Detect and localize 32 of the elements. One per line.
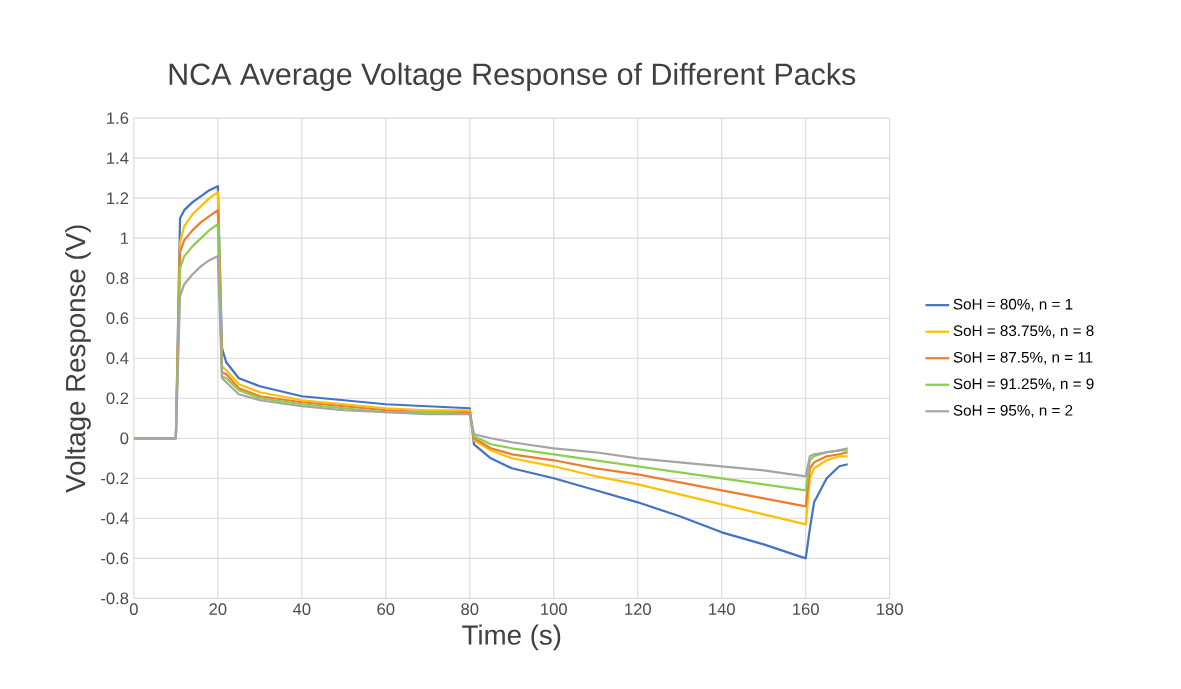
y-tick-label: 0.6 bbox=[106, 312, 129, 325]
x-tick-label: 140 bbox=[709, 603, 735, 616]
line-series bbox=[133, 255, 849, 478]
x-tick-label: 100 bbox=[541, 603, 567, 616]
y-tick-label: 1.6 bbox=[107, 112, 129, 125]
y-tick-label: 1.2 bbox=[107, 192, 129, 204]
y-axis-title: Voltage Response (V) bbox=[65, 225, 91, 493]
x-tick-label: 60 bbox=[377, 603, 395, 616]
x-axis-title: Time (s) bbox=[462, 624, 561, 651]
x-tick-label: 40 bbox=[292, 603, 311, 616]
y-tick-label: -0.6 bbox=[101, 552, 129, 565]
y-tick-label: 0.8 bbox=[106, 272, 129, 285]
x-tick-label: 120 bbox=[625, 603, 651, 616]
y-tick-label: 1 bbox=[120, 232, 129, 244]
chart-title: NCA Average Voltage Response of Different Packs bbox=[169, 62, 856, 92]
x-tick-label: 80 bbox=[461, 603, 479, 616]
y-tick-label: 0 bbox=[120, 432, 129, 445]
legend-label: SoH = 87.5%, n = 11 bbox=[953, 351, 1093, 365]
y-tick-label: -0.4 bbox=[101, 512, 129, 525]
legend-label: SoH = 95%, n = 2 bbox=[953, 405, 1073, 418]
x-tick-label: 0 bbox=[129, 603, 138, 616]
y-tick-label: 0.4 bbox=[106, 352, 129, 365]
y-tick-label: -0.8 bbox=[101, 592, 129, 605]
x-tick-label: 20 bbox=[209, 603, 227, 616]
y-tick-label: 0.2 bbox=[106, 392, 129, 405]
y-tick-label: 1.4 bbox=[107, 152, 129, 164]
y-tick-label: -0.2 bbox=[101, 472, 129, 485]
x-tick-label: 160 bbox=[793, 603, 819, 616]
legend-label: SoH = 91.25%, n = 9 bbox=[953, 378, 1094, 392]
legend-label: SoH = 80%, n = 1 bbox=[953, 298, 1073, 312]
legend-label: SoH = 83.75%, n = 8 bbox=[953, 325, 1094, 338]
x-tick-label: 180 bbox=[877, 603, 903, 616]
